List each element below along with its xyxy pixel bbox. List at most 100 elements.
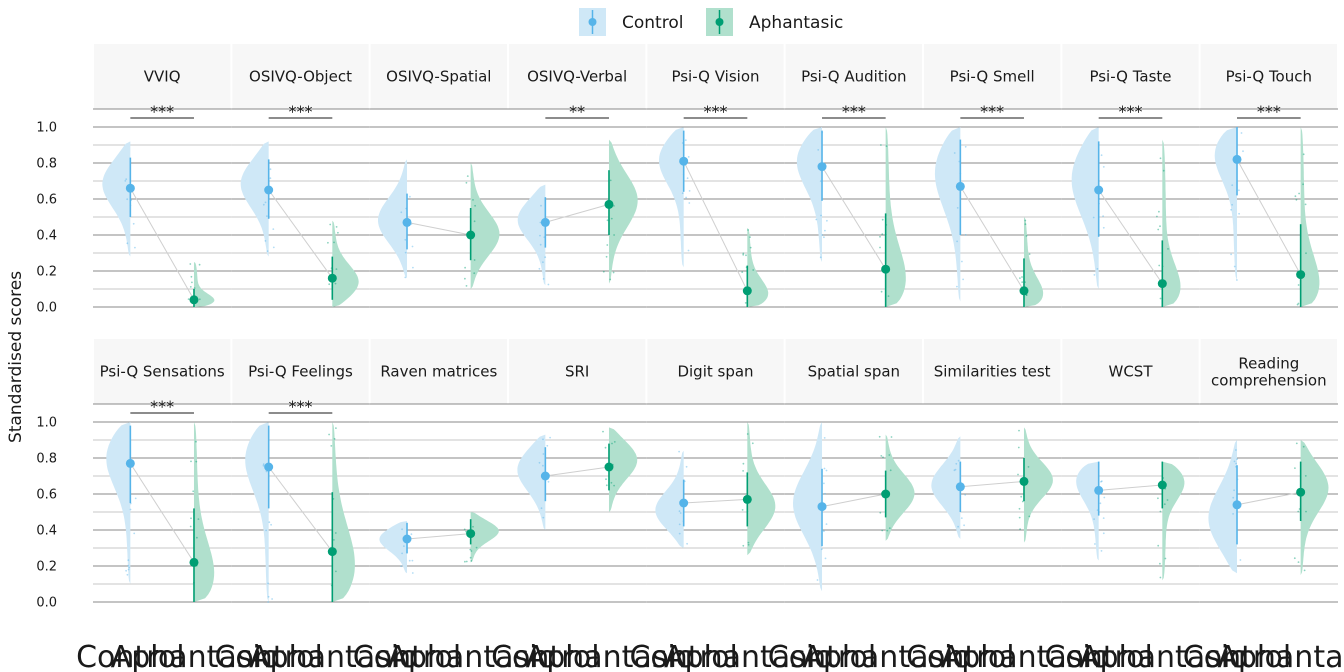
control-mean-point [402, 534, 412, 544]
control-raw-point [126, 573, 129, 576]
aphantasic-raw-point [1167, 248, 1169, 250]
control-mean-point [540, 471, 550, 481]
aphantasic-raw-point [1294, 195, 1297, 198]
control-raw-point [262, 203, 265, 206]
control-mean-point [817, 162, 827, 172]
aphantasic-density [332, 220, 359, 307]
control-raw-point [267, 595, 270, 598]
panel-title: Spatial span [808, 363, 900, 381]
control-raw-point [956, 207, 959, 209]
x-tick-label-aphantasic: Aphantasic [387, 640, 554, 672]
control-raw-point [1100, 154, 1103, 157]
aphantasic-raw-point [1295, 442, 1298, 445]
aphantasic-raw-point [466, 175, 469, 178]
control-raw-point [1102, 517, 1105, 519]
aphantasic-raw-point [1296, 303, 1299, 306]
control-raw-point [125, 569, 127, 572]
aphantasic-raw-point [328, 433, 330, 436]
x-tick-label-control: Control [629, 640, 737, 672]
control-raw-point [411, 572, 414, 574]
y-tick-label: 0.0 [36, 301, 57, 316]
control-raw-point [688, 190, 691, 192]
control-raw-point [817, 149, 820, 151]
aphantasic-raw-point [605, 255, 608, 258]
control-raw-point [538, 267, 541, 270]
control-raw-point [816, 579, 819, 581]
control-raw-point [688, 202, 691, 204]
control-raw-point [957, 459, 960, 462]
control-raw-point [134, 246, 136, 249]
aphantasic-raw-point [473, 220, 476, 223]
aphantasic-density [1023, 217, 1044, 307]
control-raw-point [961, 260, 963, 263]
control-raw-point [134, 497, 137, 500]
control-raw-point [129, 502, 132, 505]
significance-label: *** [980, 102, 1004, 121]
control-raw-point [960, 517, 963, 519]
aphantasic-raw-point [887, 295, 890, 297]
control-density [378, 159, 408, 279]
significance-label: ** [569, 102, 585, 121]
control-raw-point [685, 465, 688, 468]
aphantasic-raw-point [613, 441, 616, 443]
panel-title: SRI [565, 363, 589, 381]
control-density [1071, 127, 1099, 289]
y-tick-label: 0.6 [36, 193, 57, 208]
control-density [106, 422, 131, 584]
aphantasic-mean-point [1019, 476, 1029, 486]
aphantasic-density [747, 227, 769, 307]
aphantasic-raw-point [1294, 467, 1296, 469]
aphantasic-raw-point [337, 231, 339, 234]
aphantasic-raw-point [1297, 284, 1300, 286]
aphantasic-raw-point [469, 556, 472, 559]
control-raw-point [128, 566, 131, 569]
x-tick-label-aphantasic: Aphantasic [249, 640, 416, 672]
control-raw-point [404, 251, 407, 254]
aphantasic-raw-point [611, 442, 613, 445]
panel-strip [94, 339, 231, 404]
control-density [1076, 461, 1099, 561]
aphantasic-raw-point [1305, 252, 1307, 255]
aphantasic-raw-point [1304, 475, 1307, 477]
aphantasic-density [1162, 139, 1181, 307]
control-raw-point [826, 219, 828, 222]
aphantasic-raw-point [1164, 557, 1167, 560]
aphantasic-mean-point [881, 264, 891, 274]
panel-strip [924, 44, 1061, 109]
control-raw-point [268, 521, 271, 524]
control-raw-point [271, 598, 273, 600]
aphantasic-raw-point [472, 525, 474, 528]
control-raw-point [133, 532, 136, 535]
control-raw-point [127, 564, 130, 567]
control-density [517, 434, 546, 530]
aphantasic-raw-point [613, 234, 615, 236]
control-raw-point [824, 557, 827, 560]
panel-title: Psi-Q Vision [671, 68, 759, 86]
aphantasic-raw-point [465, 560, 468, 563]
aphantasic-raw-point [879, 235, 881, 238]
control-mean-point [125, 458, 135, 468]
mean-connector [959, 186, 1025, 292]
mean-connector [960, 480, 1025, 488]
legend-label-aphantasic: Aphantasic [749, 13, 843, 33]
aphantasic-raw-point [1303, 569, 1306, 572]
control-raw-point [542, 453, 545, 455]
panel-title: Psi-Q Taste [1089, 68, 1171, 86]
panel-strip [370, 339, 507, 404]
aphantasic-raw-point [745, 254, 747, 257]
aphantasic-raw-point [751, 442, 754, 445]
aphantasic-raw-point [334, 282, 337, 285]
control-raw-point [953, 469, 956, 472]
panel-title: VVIQ [144, 68, 181, 86]
control-density [517, 184, 546, 286]
panel-strip [94, 44, 231, 109]
control-raw-point [539, 243, 542, 246]
control-raw-point [1240, 132, 1243, 134]
control-raw-point [265, 529, 267, 532]
control-raw-point [681, 192, 684, 195]
aphantasic-raw-point [881, 218, 884, 221]
aphantasic-raw-point [1024, 219, 1027, 222]
control-raw-point [270, 523, 272, 526]
control-raw-point [1238, 189, 1240, 192]
